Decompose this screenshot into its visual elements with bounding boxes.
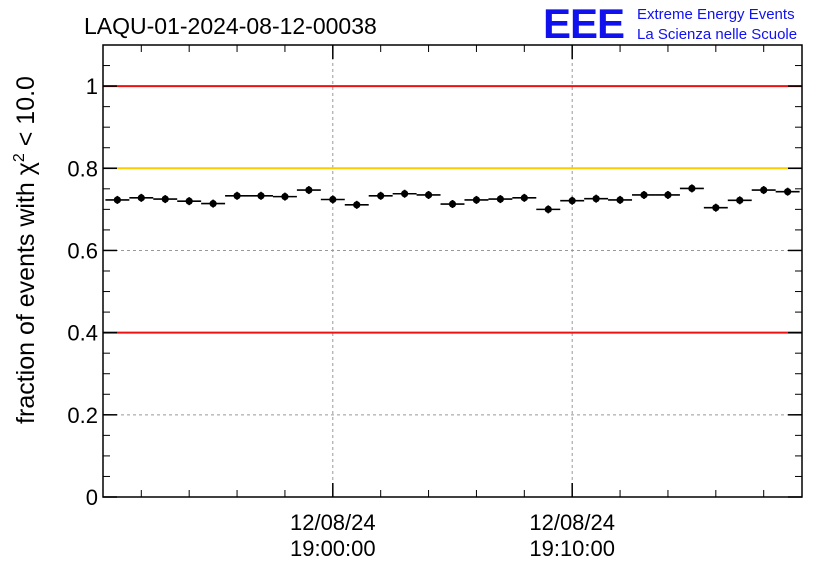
data-point-marker: [448, 200, 457, 208]
data-point: [727, 196, 752, 205]
data-point-marker: [329, 195, 337, 204]
data-point: [536, 205, 561, 214]
data-point: [249, 191, 273, 200]
y-tick-label: 0.6: [67, 238, 98, 263]
axes: 00.20.40.60.8112/08/2419:00:0012/08/2419…: [67, 44, 802, 561]
logo-line2: La Scienza nelle Scuole: [637, 26, 797, 43]
data-point-marker: [305, 186, 313, 194]
x-tick-label-time: 19:00:00: [290, 536, 376, 561]
data-point-marker: [592, 195, 600, 203]
logo-line1: Extreme Energy Events: [637, 6, 795, 23]
data-point: [703, 203, 728, 212]
data-point-marker: [377, 192, 385, 200]
data-point: [129, 193, 154, 202]
data-point: [416, 190, 441, 199]
data-point: [201, 199, 226, 208]
data-point: [512, 193, 537, 202]
data-point-marker: [113, 196, 121, 204]
data-point-marker: [209, 200, 217, 208]
y-tick-label: 0.4: [67, 321, 98, 346]
data-point-marker: [233, 192, 241, 200]
data-point: [584, 194, 609, 203]
data-point-marker: [544, 205, 552, 213]
data-point-marker: [401, 190, 409, 198]
reference-lines: [103, 85, 802, 334]
data-point: [272, 192, 297, 201]
data-point-marker: [640, 191, 648, 199]
data-point-marker: [760, 186, 768, 194]
data-point: [775, 187, 800, 196]
data-point: [368, 191, 393, 200]
data-point-marker: [161, 195, 169, 203]
data-point-marker: [257, 192, 265, 200]
data-point-marker: [424, 191, 433, 199]
data-point-marker: [616, 196, 624, 204]
data-point-marker: [281, 193, 289, 201]
x-tick-label-date: 12/08/24: [290, 510, 376, 535]
data-point-marker: [688, 184, 696, 193]
data-point-marker: [736, 196, 744, 204]
data-point: [560, 196, 585, 205]
data-series: [105, 184, 800, 214]
data-point: [296, 186, 321, 195]
data-point-marker: [496, 195, 504, 203]
data-point: [225, 191, 250, 200]
data-point: [655, 190, 680, 199]
data-point: [488, 195, 513, 204]
data-point-marker: [784, 188, 792, 196]
data-point: [153, 195, 178, 204]
data-point-marker: [568, 197, 576, 205]
data-point: [440, 200, 465, 209]
data-point: [320, 195, 345, 204]
data-point-marker: [712, 204, 720, 212]
plot-frame: [102, 44, 803, 498]
data-point: [392, 189, 417, 198]
y-axis-label: fraction of events with χ2 < 10.0: [11, 76, 40, 424]
data-point: [464, 195, 489, 204]
data-point: [344, 200, 369, 209]
eee-logo: EEE Extreme Energy Events La Scienza nel…: [543, 0, 797, 47]
x-tick-label-time: 19:10:00: [529, 536, 615, 561]
grid: [103, 45, 802, 497]
y-tick-label: 0.8: [67, 156, 98, 181]
data-point: [177, 197, 202, 206]
chart-title: LAQU-01-2024-08-12-00038: [84, 13, 377, 39]
x-tick-label-date: 12/08/24: [529, 510, 615, 535]
y-tick-label: 0.2: [67, 403, 98, 428]
data-point-marker: [520, 194, 528, 202]
data-point-marker: [353, 201, 361, 209]
data-point-marker: [185, 197, 193, 205]
data-point: [751, 186, 776, 195]
data-point: [679, 184, 704, 193]
data-point-marker: [137, 194, 145, 202]
data-point: [632, 190, 656, 199]
y-tick-label: 0: [86, 485, 98, 510]
data-point: [105, 195, 130, 204]
data-point: [608, 195, 633, 204]
logo-mark: EEE: [543, 0, 624, 47]
data-point-marker: [472, 196, 481, 204]
y-tick-label: 1: [86, 74, 98, 99]
data-point-marker: [664, 191, 672, 199]
